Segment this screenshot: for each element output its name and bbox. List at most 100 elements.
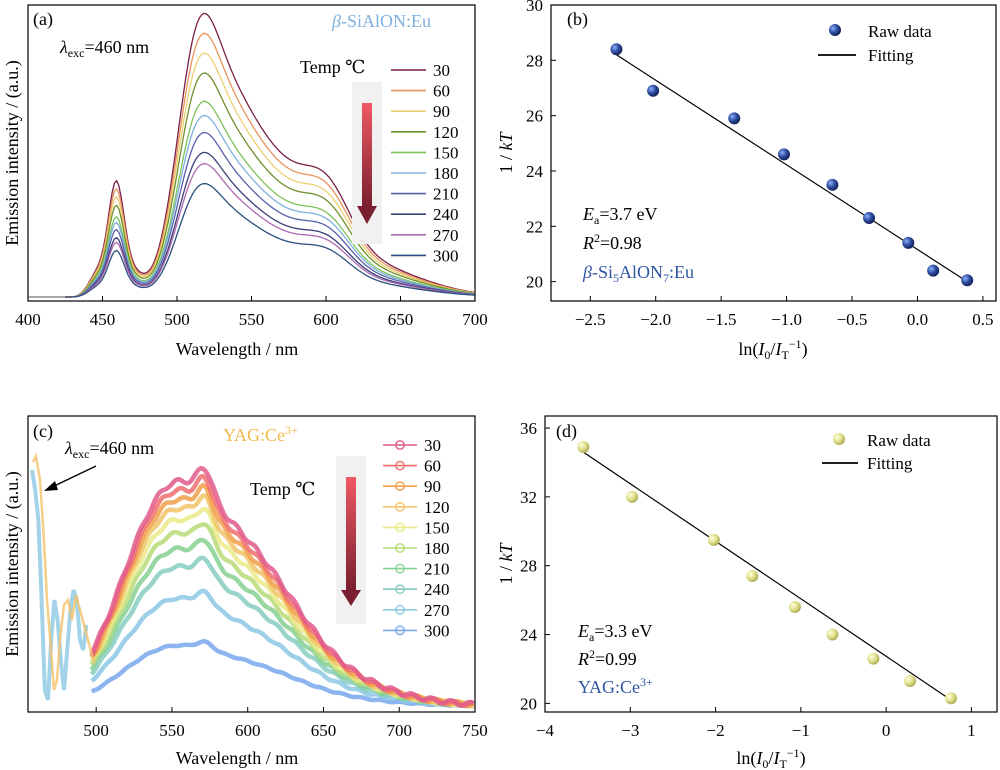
panel-a-curve-120: [65, 72, 475, 298]
panel-d-data-point: [788, 601, 801, 614]
panel-a-arrow-head: [357, 206, 377, 224]
panel-c-label: (c): [33, 421, 53, 442]
panel-c-curve-210: [89, 537, 475, 708]
panel-c-legend-marker: [395, 481, 405, 492]
panel-c-arrow-shaft: [346, 477, 356, 590]
panel-b-activation-energy: Ea=3.7 eV: [582, 204, 657, 227]
panel-c-x-tick-label: 750: [462, 721, 488, 740]
panel-a-legend-label: 60: [433, 82, 450, 101]
panel-b-data-point: [610, 43, 623, 56]
panel-a-curve-30: [65, 12, 475, 298]
panel-b-fit-line: [616, 54, 968, 283]
panel-c-legend-label: 120: [424, 498, 450, 517]
panel-d-fit-line: [583, 451, 952, 701]
panel-c-excitation: λexc=460 nm: [64, 438, 154, 461]
panel-a-lambda: λ: [59, 37, 68, 57]
panel-a-legend-label: 210: [433, 185, 459, 204]
panel-b-x-tick-label: 0.5: [972, 310, 993, 329]
panel-c-pointer-arrowhead: [44, 481, 58, 491]
panel-c-y-axis-title: Emission intensity / (a.u.): [2, 471, 23, 656]
panel-d-label: (d): [556, 421, 577, 442]
panel-c-temp-label: Temp ℃: [250, 479, 315, 499]
panel-a-curve-90: [65, 52, 475, 298]
panel-a-x-tick-label: 600: [313, 310, 339, 329]
panel-a-x-ticks: 400 450 500 550 600 650 700: [15, 296, 488, 329]
panel-a-lambda-sub: exc: [68, 46, 85, 60]
panel-d-data-point: [577, 440, 590, 453]
panel-d-y-tick-label: 36: [520, 419, 537, 438]
panel-a-curve-240: [65, 151, 475, 298]
panel-c-curve-150: [89, 506, 474, 709]
panel-b-y-tick-label: 28: [526, 51, 543, 70]
panel-a-x-tick-label: 550: [239, 310, 265, 329]
panel-a-x-tick-label: 700: [462, 310, 488, 329]
panel-a-curves: [28, 12, 475, 298]
panel-a-legend-label: 300: [433, 246, 459, 265]
panel-d-legend-raw: Raw data: [867, 431, 931, 450]
panel-d-x-tick-label: −3: [621, 721, 639, 740]
panel-b-y-tick-label: 26: [526, 107, 543, 126]
panel-b-plot-frame: [550, 4, 997, 302]
panel-d-compound: YAG:Ce3+: [578, 675, 653, 697]
panel-c-curves: [30, 452, 475, 709]
panel-b-legend-raw: Raw data: [868, 22, 932, 41]
panel-a-legend-label: 90: [433, 102, 450, 121]
panel-d-legend-fit: Fitting: [867, 454, 913, 473]
panel-d-data-point: [867, 652, 880, 665]
panel-a-legend-label: 270: [433, 226, 459, 245]
panel-c-legend-marker: [395, 440, 405, 450]
panel-b-x-tick-label: −0.5: [837, 310, 868, 329]
panel-d-y-tick-label: 32: [520, 488, 537, 507]
panel-c-emission-spectra: 500 550 600 650 700 750 (c) λexc=460 nm YAG:C…: [2, 415, 488, 768]
panel-d-data-point: [746, 570, 759, 583]
panel-d-y-tick-label: 28: [520, 557, 537, 576]
panel-c-legend-marker: [395, 460, 405, 471]
panel-c-curve-240: [89, 555, 474, 709]
panel-b-y-tick-label: 24: [526, 162, 544, 181]
panel-b-r-squared: R2=0.98: [582, 231, 642, 253]
panel-b-x-tick-label: 0.0: [907, 310, 928, 329]
panel-b-data-point: [777, 148, 790, 161]
panel-b-x-axis-title: ln(I0/IT−1): [738, 337, 807, 362]
panel-a-legend-label: 240: [433, 205, 459, 224]
panel-c-curve-270: [90, 588, 474, 709]
panel-d-y-axis-title: 1 / kT: [496, 542, 516, 585]
panel-b-x-tick-label: −1.0: [771, 310, 802, 329]
panel-a-legend-label: 30: [433, 61, 450, 80]
panel-d-data-point: [944, 692, 957, 705]
panel-a-curve-210: [65, 131, 475, 298]
panel-c-legend-marker: [395, 604, 405, 615]
panel-a-x-tick-label: 500: [164, 310, 190, 329]
panel-a-curve-150: [65, 100, 475, 298]
panel-c-legend-marker: [395, 543, 405, 553]
panel-c-legend-label: 210: [424, 560, 450, 579]
panel-a-x-axis-title: Wavelength / nm: [176, 339, 299, 359]
panel-a-curve-300: [65, 182, 475, 298]
panel-b-x-tick-label: −2.5: [575, 310, 606, 329]
panel-b-x-tick-label: −2.0: [640, 310, 671, 329]
panel-b-data-point: [902, 236, 915, 249]
panel-b-ticks: −2.5 −2.0 −1.5 −1.0 −0.5 0.0 0.5 20 22 24 26 28 30: [526, 0, 994, 329]
panel-b-data-point: [647, 84, 660, 97]
panel-c-legend-label: 30: [424, 436, 441, 455]
panel-c-pointer-arrow: [49, 465, 97, 489]
panel-d-ticks: −4 −3 −2 −1 0 1 20 24 28 32 36: [520, 419, 976, 740]
panel-a-temp-label: Temp ℃: [300, 57, 365, 77]
panel-b-data-point: [927, 264, 940, 277]
panel-a-legend-label: 150: [433, 143, 459, 162]
panel-c-legend-label: 300: [424, 621, 450, 640]
panel-c-legend-marker: [395, 501, 405, 512]
panel-c-x-tick-label: 700: [386, 721, 412, 740]
panel-c-legend-marker: [395, 563, 405, 574]
panel-d-plot-area: [577, 440, 957, 705]
panel-a-lambda-value: =460 nm: [84, 37, 149, 57]
panel-c-plot-frame: [27, 415, 476, 713]
panel-a-y-axis-title: Emission intensity / (a.u.): [2, 60, 23, 245]
panel-d-data-point: [707, 533, 720, 546]
panel-c-x-axis-title: Wavelength / nm: [176, 748, 299, 768]
panel-b-y-tick-label: 20: [526, 273, 543, 292]
panel-d-y-tick-label: 20: [520, 694, 537, 713]
panel-c-legend-label: 180: [424, 539, 450, 558]
